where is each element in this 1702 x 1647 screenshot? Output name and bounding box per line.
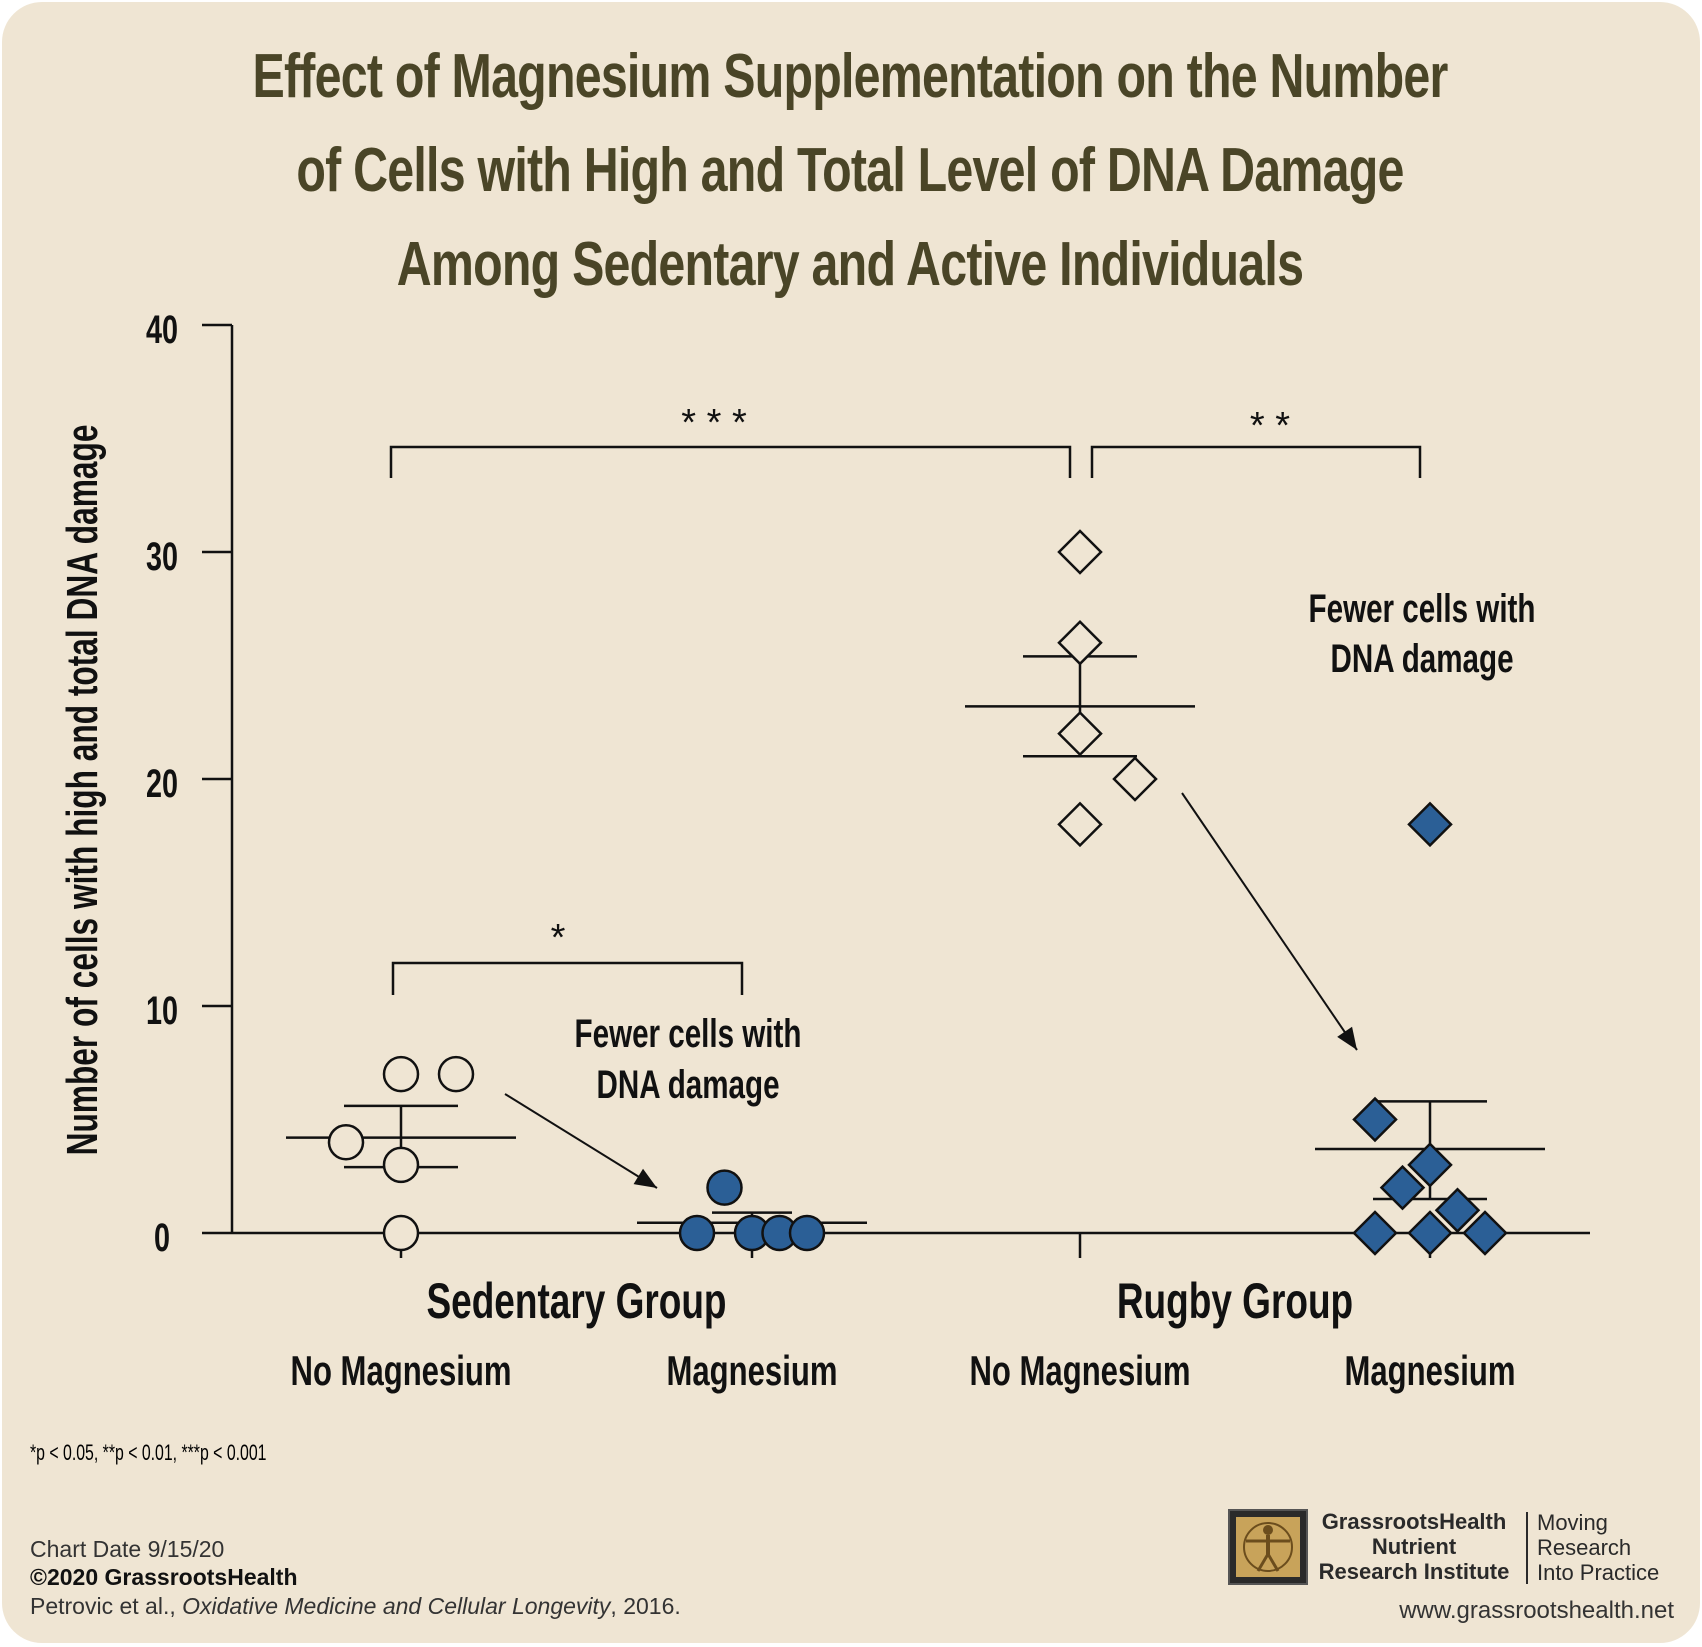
vitruvian-man-icon	[1228, 1509, 1308, 1585]
annotation-line2: DNA damage	[1330, 637, 1513, 681]
data-point	[1057, 801, 1103, 848]
data-point	[1352, 1210, 1398, 1256]
condition-label: Magnesium	[667, 1347, 838, 1394]
y-tick-label: 30	[146, 534, 178, 579]
condition-label: Magnesium	[1345, 1347, 1516, 1394]
data-point	[1352, 1096, 1398, 1143]
arrow-head	[1337, 1026, 1357, 1050]
y-axis-label: Number of cells with high and total DNA …	[58, 425, 107, 1156]
data-point	[788, 1214, 826, 1252]
tagline-line2: Research	[1537, 1535, 1632, 1560]
trend-arrow	[1181, 792, 1358, 1051]
data-point	[327, 1123, 365, 1161]
data-point	[437, 1055, 475, 1093]
org-name-line2: Nutrient	[1371, 1534, 1457, 1559]
condition-label: No Magnesium	[291, 1347, 512, 1394]
condition-label: No Magnesium	[970, 1347, 1191, 1394]
significance-footnote: *p < 0.05, **p < 0.01, ***p < 0.001	[30, 1440, 267, 1465]
tagline-line3: Into Practice	[1537, 1560, 1660, 1585]
annotation-line2: DNA damage	[596, 1063, 779, 1107]
tagline: Moving Research Into Practice	[1537, 1510, 1659, 1585]
group-label: Sedentary Group	[426, 1274, 726, 1330]
data-point	[1407, 1210, 1453, 1256]
trend-arrow	[504, 1093, 658, 1189]
citation-year: , 2016.	[610, 1593, 681, 1619]
group-label: Rugby Group	[1117, 1274, 1353, 1330]
annotation-line1: Fewer cells with	[575, 1012, 802, 1056]
annotation-line1: Fewer cells with	[1309, 587, 1536, 631]
y-tick-label: 0	[154, 1215, 170, 1260]
significance-label: *	[551, 917, 566, 959]
y-tick-label: 20	[146, 761, 178, 806]
arrow-head	[633, 1168, 657, 1188]
significance-label: * * *	[681, 402, 747, 444]
org-name-line3: Research Institute	[1318, 1559, 1510, 1584]
significance-bracket	[1090, 445, 1422, 478]
website-link[interactable]: www.grassrootshealth.net	[1399, 1597, 1674, 1624]
data-point	[1379, 1164, 1426, 1211]
significance-bracket	[389, 445, 1072, 478]
data-point	[678, 1214, 716, 1252]
org-name-line1: GrassrootsHealth	[1321, 1509, 1507, 1534]
data-point	[1112, 756, 1158, 802]
data-point	[1462, 1210, 1508, 1256]
data-point	[382, 1146, 420, 1184]
citation: Petrovic et al., Oxidative Medicine and …	[30, 1593, 681, 1620]
logo-divider	[1526, 1512, 1528, 1584]
data-point	[706, 1169, 743, 1206]
significance-bracket	[391, 961, 744, 995]
chart-title: Effect of Magnesium Supplementation on t…	[252, 42, 1448, 299]
citation-authors: Petrovic et al.,	[30, 1593, 183, 1619]
y-tick-label: 40	[146, 307, 178, 352]
copyright: ©2020 GrassrootsHealth	[30, 1564, 298, 1590]
significance-label: * *	[1250, 405, 1290, 447]
data-point	[382, 1214, 420, 1252]
tagline-line1: Moving	[1537, 1510, 1608, 1535]
data-point	[382, 1055, 420, 1093]
data-point	[1057, 710, 1103, 757]
data-point	[1407, 1142, 1453, 1188]
data-point	[1407, 801, 1453, 848]
y-tick-label: 10	[146, 988, 178, 1033]
org-name: GrassrootsHealth Nutrient Research Insti…	[1314, 1509, 1514, 1584]
data-point	[1057, 529, 1103, 575]
citation-journal: Oxidative Medicine and Cellular Longevit…	[182, 1593, 611, 1619]
data-point	[1057, 620, 1103, 666]
data-point	[1434, 1187, 1481, 1234]
chart-date: Chart Date 9/15/20	[30, 1536, 225, 1562]
